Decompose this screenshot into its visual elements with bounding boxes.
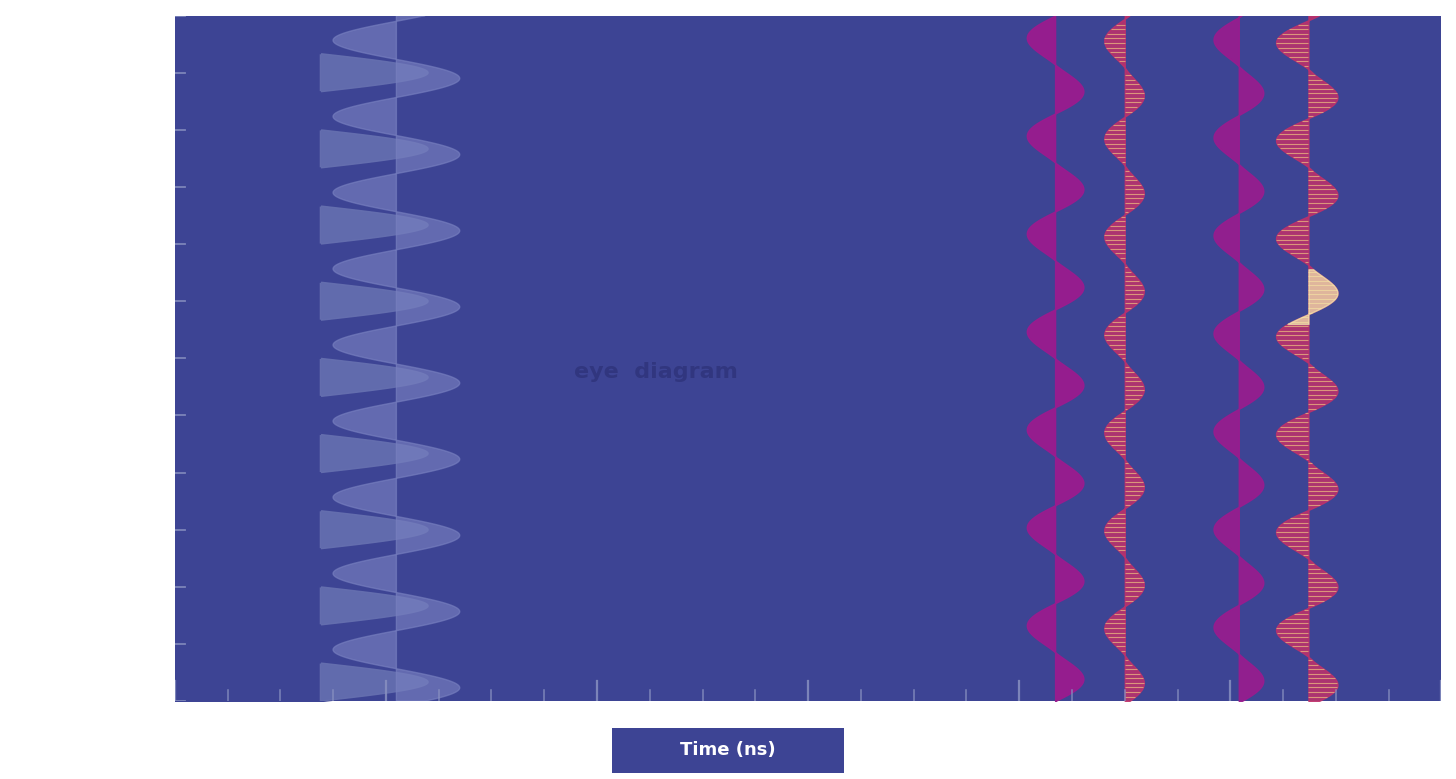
Text: eye  diagram: eye diagram [574,362,738,382]
Text: Time (ns): Time (ns) [680,741,776,760]
